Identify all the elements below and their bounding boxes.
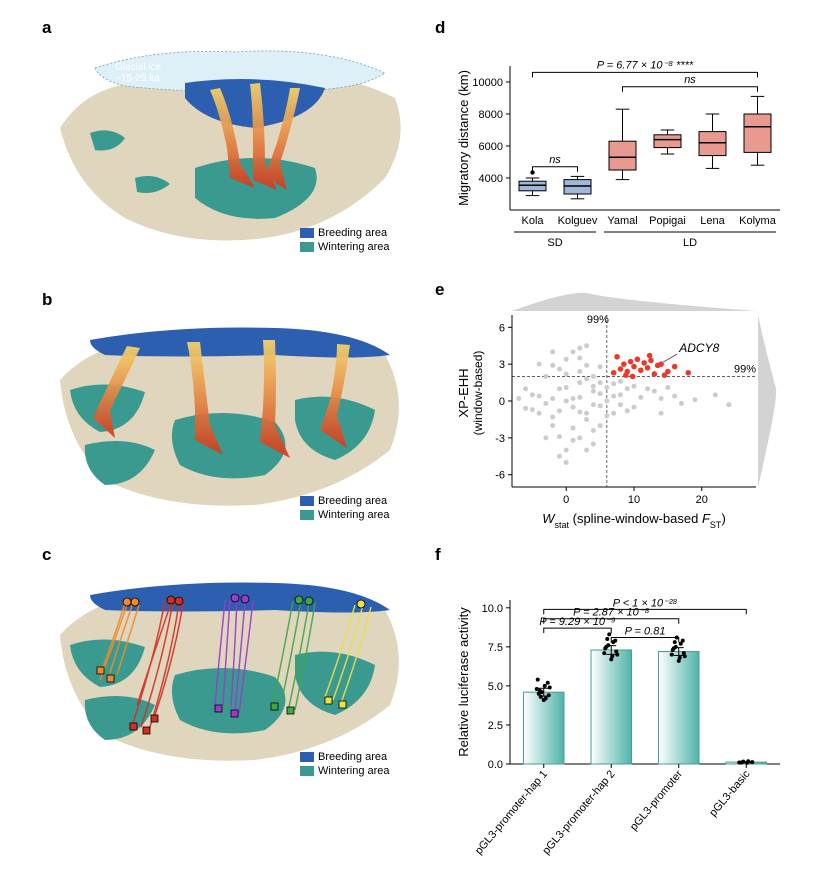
svg-text:6000: 6000 <box>479 141 503 153</box>
svg-text:SD: SD <box>547 237 562 249</box>
svg-text:Kolguev: Kolguev <box>558 215 598 227</box>
panel-label-f: f <box>435 545 441 565</box>
svg-text:pGL3-basic: pGL3-basic <box>707 768 753 819</box>
svg-text:20: 20 <box>696 494 708 506</box>
panel-d-boxplot: 4000 6000 8000 10000Migratory distance (km)… <box>450 20 790 270</box>
svg-text:Relative luciferase activity: Relative luciferase activity <box>456 607 471 757</box>
svg-text:8000: 8000 <box>479 109 503 121</box>
svg-text:pGL3-promoter: pGL3-promoter <box>628 768 685 833</box>
panel-label-a: a <box>42 18 51 38</box>
svg-text:ns: ns <box>684 74 696 86</box>
svg-text:Glacial ice: Glacial ice <box>115 62 162 73</box>
svg-text:3: 3 <box>499 359 505 371</box>
svg-text:pGL3-promoter-hap 2: pGL3-promoter-hap 2 <box>540 768 617 857</box>
svg-text:Popigai: Popigai <box>649 215 686 227</box>
svg-text:99%: 99% <box>587 314 609 326</box>
svg-text:99%: 99% <box>734 363 756 375</box>
svg-text:-3: -3 <box>495 433 505 445</box>
svg-text:P < 1 × 10⁻²⁸: P < 1 × 10⁻²⁸ <box>613 597 678 609</box>
svg-text:Lena: Lena <box>700 215 725 227</box>
panel-label-e: e <box>435 280 444 300</box>
svg-text:XP-EHH: XP-EHH <box>456 368 471 417</box>
svg-text:LD: LD <box>683 237 697 249</box>
legend-breeding: Breeding area <box>318 227 387 239</box>
svg-text:0: 0 <box>499 396 505 408</box>
svg-text:2.5: 2.5 <box>488 720 503 732</box>
svg-text:10.0: 10.0 <box>482 603 503 615</box>
svg-text:5.0: 5.0 <box>488 681 503 693</box>
svg-text:ns: ns <box>549 154 561 166</box>
svg-text:pGL3-promoter-hap 1: pGL3-promoter-hap 1 <box>473 768 550 857</box>
svg-text:10: 10 <box>628 494 640 506</box>
svg-text:P = 6.77 × 10⁻⁸ ****: P = 6.77 × 10⁻⁸ **** <box>597 59 694 71</box>
svg-text:7.5: 7.5 <box>488 642 503 654</box>
figure-root: a b c d e f Glacial ice ~15-25 ka Bre <box>0 0 830 873</box>
svg-text:10000: 10000 <box>472 77 503 89</box>
panel-b-legend: Breeding area Wintering area <box>300 494 390 522</box>
svg-text:4000: 4000 <box>479 173 503 185</box>
svg-text:P = 0.81: P = 0.81 <box>625 625 666 637</box>
panel-a-legend: Breeding area Wintering area <box>300 226 390 254</box>
legend-wintering: Wintering area <box>318 241 390 253</box>
panel-label-b: b <box>42 290 52 310</box>
svg-text:Kolyma: Kolyma <box>739 215 777 227</box>
svg-text:ADCY8: ADCY8 <box>678 341 719 355</box>
panel-c-legend: Breeding area Wintering area <box>300 750 390 778</box>
panel-label-c: c <box>42 545 51 565</box>
svg-text:Yamal: Yamal <box>607 215 637 227</box>
svg-text:Migratory distance (km): Migratory distance (km) <box>456 70 471 206</box>
svg-text:(window-based): (window-based) <box>471 351 485 436</box>
svg-text:0: 0 <box>563 494 569 506</box>
svg-text:0.0: 0.0 <box>488 759 503 771</box>
svg-text:~15-25 ka: ~15-25 ka <box>115 73 160 84</box>
panel-label-d: d <box>435 18 445 38</box>
svg-text:Wstat (spline-window-based FST: Wstat (spline-window-based FST) <box>542 511 726 530</box>
panel-e-scatter: 0 10 20 -6 -3 0 3 6 XP-EHH(window-based) Wstat (s… <box>450 285 790 535</box>
svg-text:-6: -6 <box>495 470 505 482</box>
panel-f-barplot: 0.0 2.5 5.0 7.5 10.0 Relative luciferase acti… <box>450 548 790 858</box>
svg-text:6: 6 <box>499 322 505 334</box>
svg-text:Kola: Kola <box>521 215 544 227</box>
